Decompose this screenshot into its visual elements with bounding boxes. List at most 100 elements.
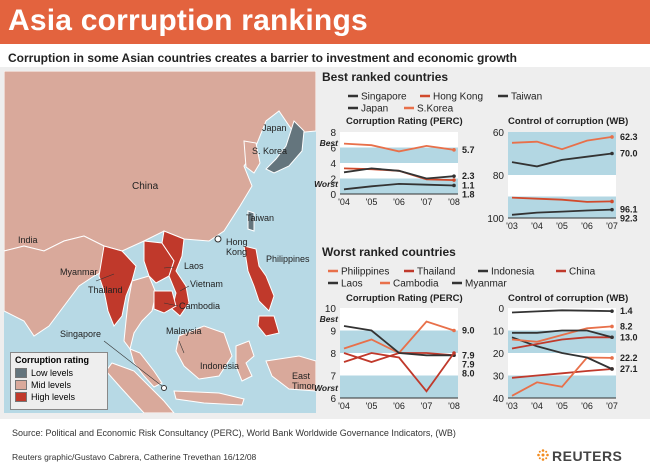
x-tick-label: '08 [448, 197, 460, 207]
chart-band [340, 178, 458, 194]
map-singapore-dot [161, 385, 167, 391]
end-value-label: 62.3 [620, 132, 638, 142]
y-tick-label: 8 [330, 349, 336, 360]
map-label-hongkong: Hong Kong [226, 237, 248, 257]
y-tick-label: 10 [325, 304, 337, 315]
x-tick-label: '04 [531, 221, 543, 231]
map-label-philippines: Philippines [266, 254, 310, 264]
end-value-label: 7.9 [462, 359, 475, 369]
y-tick-label: 0 [498, 304, 504, 315]
asia-map: China Japan S. Korea Taiwan India Hong K… [4, 71, 316, 413]
end-value-label: 8.2 [620, 321, 633, 331]
end-value-label: 70.0 [620, 149, 638, 159]
end-value-label: 2.3 [462, 171, 475, 181]
y-tick-label: 4 [330, 159, 336, 170]
map-label-thailand: Thailand [88, 285, 123, 295]
map-leader-myanmar [95, 273, 115, 282]
x-tick-label: '03 [506, 401, 518, 411]
x-tick-label: '03 [506, 221, 518, 231]
series-endpoint [610, 309, 614, 313]
section-best-title: Best ranked countries [322, 70, 449, 84]
series-line-japan [343, 167, 455, 180]
map-legend-item: High levels [11, 391, 107, 403]
reuters-brand: REUTERS [552, 448, 623, 464]
map-label-malaysia: Malaysia [166, 326, 202, 336]
map-label-japan: Japan [262, 123, 287, 133]
x-tick-label: '05 [366, 401, 378, 411]
series-line-singapore [511, 208, 613, 216]
series-endpoint [610, 324, 614, 329]
series-line-philippines [511, 356, 613, 397]
map-legend-item: Low levels [11, 367, 107, 379]
map-label-taiwan: Taiwan [246, 213, 275, 223]
series-endpoint [610, 367, 614, 371]
legend-swatch-low [15, 368, 27, 378]
x-tick-label: '05 [556, 401, 568, 411]
y-tick-label: 80 [493, 171, 505, 182]
y-tick-label: 100 [487, 214, 504, 225]
map-cambodia [153, 290, 177, 314]
y-tick-label: 0 [330, 190, 336, 201]
map-papua [265, 355, 316, 392]
map-label-skorea: S. Korea [252, 146, 288, 156]
worst-legend-label: Indonesia [491, 267, 535, 278]
axis-note-best: Best [320, 314, 340, 324]
worst-legend-label: Myanmar [465, 279, 507, 290]
map-label-vietnam: Vietnam [190, 279, 223, 289]
series-endpoint [452, 183, 456, 188]
map-mindanao [257, 315, 280, 337]
map-vietnam [161, 230, 190, 317]
series-line-thailand [511, 336, 612, 350]
map-sumatra [105, 362, 175, 413]
section-worst-title: Worst ranked countries [322, 245, 456, 259]
worst-legend-label: Laos [341, 279, 363, 290]
map-legend-title: Corruption rating [15, 355, 89, 365]
map-leader-singapore [103, 340, 163, 387]
series-endpoint [610, 151, 614, 156]
chart-title: Control of corruption (WB) [508, 116, 628, 127]
x-tick-label: '06 [393, 197, 405, 207]
series-endpoint [610, 207, 614, 212]
map-label-laos: Laos [184, 261, 204, 271]
x-tick-label: '06 [393, 401, 405, 411]
series-line-taiwan [511, 152, 613, 168]
map-leader-laos [163, 266, 175, 269]
legend-swatch-high [15, 392, 27, 402]
series-endpoint [610, 199, 614, 204]
series-line-skorea [511, 136, 613, 151]
chart-title: Corruption Rating (PERC) [346, 293, 463, 304]
page-title: Asia corruption rankings [8, 4, 368, 37]
map-thailand [123, 275, 157, 351]
page-subtitle: Corruption in some Asian countries creat… [8, 51, 517, 65]
map-legend: Corruption rating Low levels Mid levels … [10, 352, 108, 410]
y-tick-label: 20 [493, 349, 505, 360]
chart-title: Control of corruption (WB) [508, 293, 628, 304]
chart-title: Corruption Rating (PERC) [346, 116, 463, 127]
map-hongkong-dot [214, 235, 222, 243]
x-tick-label: '06 [581, 221, 593, 231]
map-myanmar [98, 245, 137, 327]
chart-band [340, 375, 458, 398]
x-tick-label: '07 [421, 197, 433, 207]
credit-note: Reuters graphic/Gustavo Cabrera, Catheri… [12, 452, 257, 462]
end-value-label: 92.3 [620, 214, 638, 224]
series-line-hongkong [511, 196, 613, 203]
map-leader-malaysia [178, 340, 185, 354]
series-endpoint [610, 135, 614, 139]
series-endpoint [452, 174, 456, 178]
worst-legend-label: China [569, 267, 596, 278]
source-note: Source: Political and Economic Risk Cons… [12, 428, 456, 438]
end-value-label: 8.0 [462, 368, 475, 378]
series-line-china [511, 368, 613, 379]
map-label-easttimor: East Timor [292, 371, 315, 391]
series-endpoint [452, 351, 456, 355]
series-line-skorea [343, 142, 455, 153]
map-label-india: India [18, 235, 38, 245]
map-borneo [175, 325, 233, 380]
axis-note-best: Best [320, 138, 340, 148]
axis-note-worst: Worst [314, 383, 339, 393]
axis-note-worst: Worst [314, 179, 339, 189]
y-tick-label: 2 [330, 175, 336, 186]
series-line-indonesia [511, 336, 613, 370]
